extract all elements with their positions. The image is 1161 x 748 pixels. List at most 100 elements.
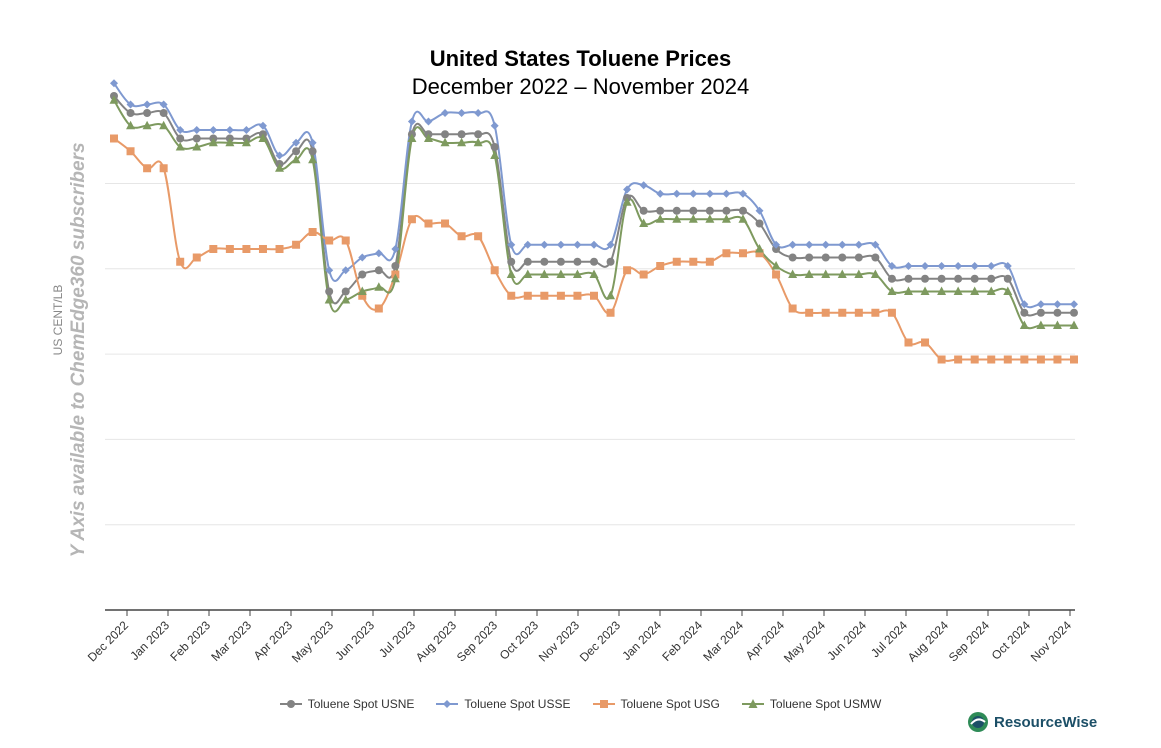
legend-item[interactable]: Toluene Spot USMW [741, 697, 882, 711]
data-point [755, 206, 764, 215]
data-point [987, 262, 996, 270]
data-point [507, 240, 516, 249]
data-point [904, 274, 913, 283]
data-point [474, 232, 483, 241]
data-point [225, 137, 235, 147]
data-point [110, 79, 118, 88]
data-point [225, 126, 234, 134]
data-point [738, 214, 748, 223]
x-tick-label: Sep 2024 [946, 618, 992, 664]
data-point [639, 270, 648, 279]
data-point [192, 253, 201, 262]
data-point [573, 291, 582, 300]
data-point [308, 154, 318, 164]
data-point [921, 274, 930, 283]
x-tick-label: May 2024 [781, 618, 828, 665]
data-point [192, 142, 202, 151]
data-point [1053, 308, 1062, 317]
data-point [258, 133, 268, 142]
x-tick-label: Dec 2022 [85, 618, 131, 664]
data-point [523, 240, 532, 249]
data-point [374, 249, 383, 258]
legend-item[interactable]: Toluene Spot USSE [436, 697, 571, 711]
x-tick-label: Jun 2023 [332, 618, 377, 663]
data-point [970, 355, 979, 364]
data-point [805, 308, 814, 317]
data-point [159, 109, 168, 117]
x-tick-label: Oct 2023 [497, 618, 542, 663]
data-point [358, 253, 367, 262]
data-point [755, 244, 765, 253]
data-point [838, 240, 847, 249]
data-point [176, 257, 185, 266]
legend-item[interactable]: Toluene Spot USNE [279, 697, 414, 711]
data-point [871, 308, 880, 317]
data-point [854, 240, 863, 249]
data-point [903, 286, 913, 295]
data-point [507, 257, 516, 266]
data-point [705, 189, 714, 198]
data-point [292, 240, 301, 249]
data-point [804, 269, 814, 278]
x-tick-label: May 2023 [289, 618, 336, 665]
data-point [325, 236, 334, 245]
data-point [722, 249, 731, 258]
data-point [457, 232, 466, 241]
data-point [954, 355, 963, 364]
data-point [556, 291, 565, 300]
data-point [590, 257, 598, 266]
data-point [870, 269, 880, 278]
data-point [656, 262, 665, 270]
series-line [113, 137, 1074, 362]
data-point [1003, 286, 1013, 295]
data-point [805, 253, 814, 262]
data-point [159, 120, 169, 130]
data-point [126, 100, 135, 109]
data-point [987, 274, 996, 283]
data-point [970, 286, 980, 295]
data-point [457, 137, 467, 147]
data-point [821, 240, 830, 249]
data-point [954, 274, 963, 283]
data-point [258, 245, 267, 253]
data-point [937, 286, 947, 295]
x-tick-label: Jul 2023 [376, 618, 418, 660]
legend-item[interactable]: Toluene Spot USG [592, 697, 720, 711]
data-point [126, 120, 136, 130]
data-point [176, 126, 185, 134]
data-point [341, 236, 350, 245]
data-point [474, 109, 483, 117]
data-point [1003, 262, 1012, 270]
data-point [656, 189, 665, 198]
data-point [225, 245, 234, 253]
data-point [1052, 320, 1062, 329]
data-point [1036, 355, 1045, 364]
data-point [937, 355, 946, 364]
data-point [970, 262, 979, 270]
data-point [821, 253, 830, 262]
data-point [143, 164, 152, 173]
data-point [672, 206, 681, 215]
legend-label: Toluene Spot USMW [769, 697, 882, 711]
data-point [242, 126, 251, 134]
data-point [1020, 308, 1029, 317]
data-point [1070, 308, 1078, 317]
data-point [441, 219, 450, 228]
data-point [738, 189, 747, 198]
data-point [341, 266, 350, 275]
data-point [705, 206, 714, 215]
data-point [672, 189, 681, 198]
data-point [722, 206, 731, 215]
data-point [639, 181, 648, 190]
data-point [738, 249, 747, 258]
data-point [292, 138, 301, 147]
data-point [325, 266, 334, 275]
legend-label: Toluene Spot USG [620, 697, 720, 711]
data-point [423, 133, 433, 142]
data-point [573, 240, 582, 249]
data-point [292, 147, 301, 156]
data-point [556, 240, 565, 249]
data-point [821, 308, 830, 317]
data-point [1070, 300, 1078, 309]
chart-subtitle: December 2022 – November 2024 [411, 74, 750, 99]
